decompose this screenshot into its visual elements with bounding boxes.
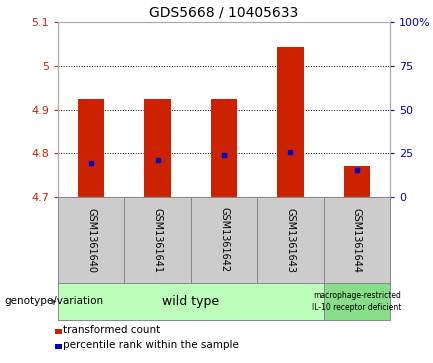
Text: GSM1361643: GSM1361643 [285, 208, 295, 273]
Text: GSM1361641: GSM1361641 [152, 208, 163, 273]
Title: GDS5668 / 10405633: GDS5668 / 10405633 [149, 5, 299, 20]
Bar [343, 166, 370, 197]
Text: percentile rank within the sample: percentile rank within the sample [63, 340, 239, 350]
Text: GSM1361640: GSM1361640 [86, 208, 96, 273]
Bar [277, 48, 304, 197]
Bar [211, 99, 237, 197]
Text: transformed count: transformed count [63, 326, 160, 335]
Text: macrophage-restricted
IL-10 receptor deficient: macrophage-restricted IL-10 receptor def… [312, 291, 401, 311]
Text: wild type: wild type [162, 295, 220, 308]
Text: GSM1361642: GSM1361642 [219, 207, 229, 273]
Text: genotype/variation: genotype/variation [4, 297, 103, 306]
Bar [78, 99, 104, 197]
Bar [144, 99, 171, 197]
Text: GSM1361644: GSM1361644 [352, 208, 362, 273]
